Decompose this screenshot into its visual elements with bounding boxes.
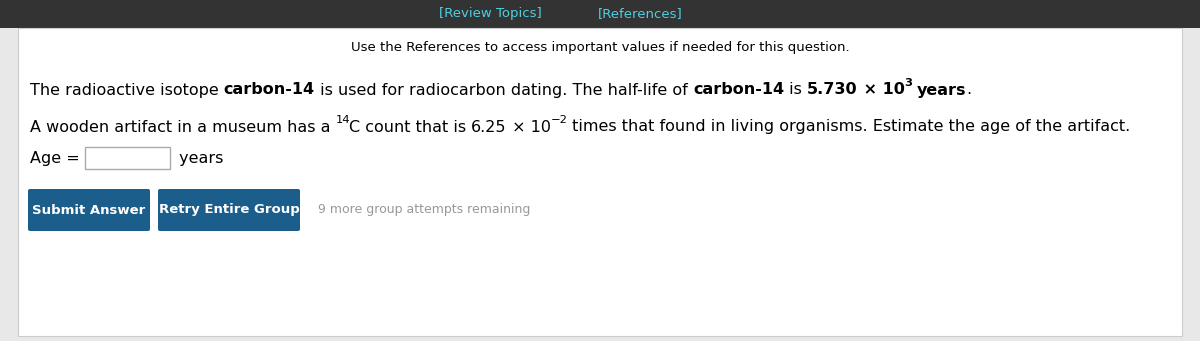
Text: 6.25: 6.25 — [472, 119, 506, 134]
Bar — [85, 147, 170, 169]
Text: Retry Entire Group: Retry Entire Group — [158, 204, 299, 217]
Text: [Review Topics]: [Review Topics] — [439, 8, 541, 20]
FancyBboxPatch shape — [158, 189, 300, 231]
Text: 14: 14 — [336, 115, 350, 125]
Text: carbon-14: carbon-14 — [224, 83, 314, 98]
Text: is: is — [784, 83, 808, 98]
Text: × 10: × 10 — [506, 119, 551, 134]
Text: A wooden artifact in a museum has a: A wooden artifact in a museum has a — [30, 119, 336, 134]
Text: 9 more group attempts remaining: 9 more group attempts remaining — [318, 204, 530, 217]
Text: [References]: [References] — [598, 8, 683, 20]
Text: carbon-14: carbon-14 — [692, 83, 784, 98]
Text: .: . — [966, 83, 971, 98]
FancyBboxPatch shape — [28, 189, 150, 231]
Bar — [0, 0, 1200, 28]
Text: times that found in living organisms. Estimate the age of the artifact.: times that found in living organisms. Es… — [566, 119, 1130, 134]
Text: years: years — [174, 150, 223, 165]
Text: 3: 3 — [905, 78, 912, 88]
Text: years: years — [917, 83, 966, 98]
Text: is used for radiocarbon dating. The half-life of: is used for radiocarbon dating. The half… — [314, 83, 692, 98]
Text: The radioactive isotope: The radioactive isotope — [30, 83, 224, 98]
Text: Use the References to access important values if needed for this question.: Use the References to access important v… — [350, 42, 850, 55]
Text: C count that is: C count that is — [349, 119, 472, 134]
Text: Submit Answer: Submit Answer — [32, 204, 145, 217]
Text: 5.730: 5.730 — [808, 83, 858, 98]
Text: × 10: × 10 — [858, 83, 905, 98]
Text: Age =: Age = — [30, 150, 85, 165]
Text: −2: −2 — [551, 115, 568, 125]
